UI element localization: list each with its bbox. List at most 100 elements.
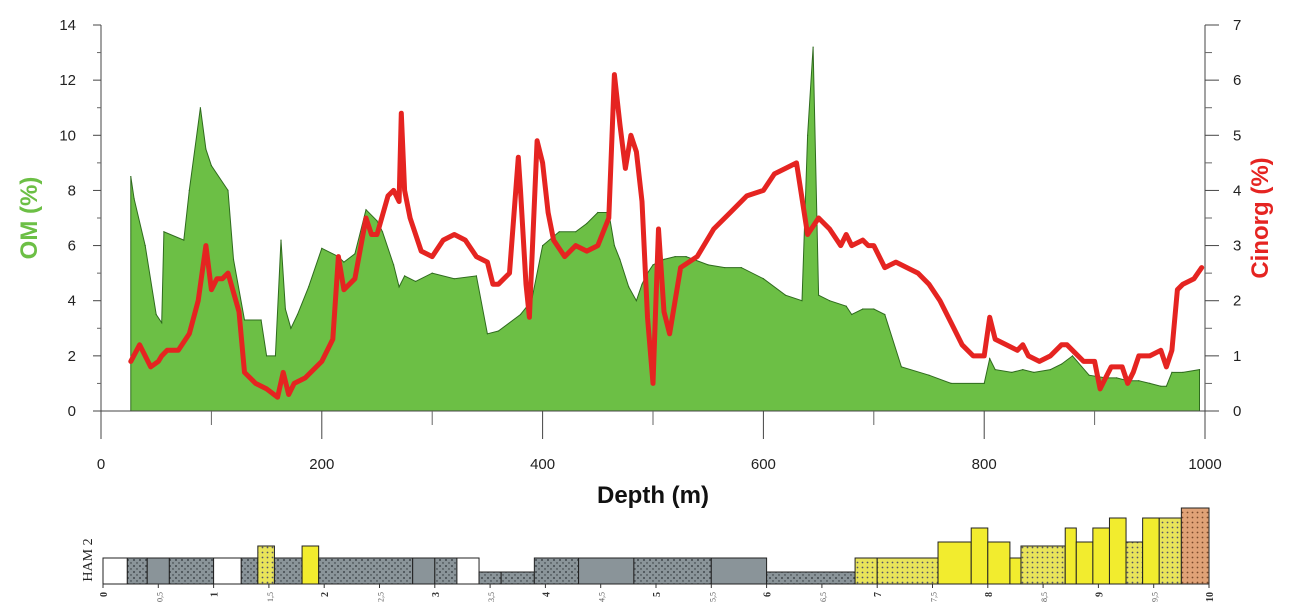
om-point: [928, 374, 930, 376]
x-tick-label: 200: [309, 456, 334, 473]
cinorg-point: [845, 233, 847, 236]
om-point: [762, 278, 765, 280]
cinorg-point: [497, 283, 499, 285]
om-point: [404, 275, 406, 277]
cinorg-point: [1182, 283, 1184, 285]
cinorg-point: [1176, 289, 1178, 291]
om-point: [260, 319, 262, 321]
cinorg-point: [895, 261, 897, 263]
cinorg-point: [227, 272, 229, 274]
om-point: [994, 369, 996, 371]
lithology-block: [1142, 517, 1160, 585]
cinorg-point: [652, 382, 654, 384]
lithology-block: [456, 557, 480, 585]
cinorg-point: [1165, 366, 1167, 368]
om-point: [130, 176, 132, 178]
left-y-tick-label: 2: [68, 348, 76, 365]
strip-tick-label: 3,5: [487, 592, 496, 602]
lithology-block: [710, 557, 768, 585]
cinorg-point: [404, 189, 406, 191]
om-point: [232, 258, 235, 260]
om-point: [1049, 369, 1051, 371]
lithology-block: [478, 571, 502, 585]
cinorg-point: [862, 239, 864, 241]
om-point: [486, 333, 488, 335]
om-point: [1171, 371, 1173, 373]
om-point: [652, 264, 654, 266]
cinorg-point: [1132, 371, 1134, 373]
cinorg-point: [243, 371, 246, 373]
om-point: [1165, 385, 1167, 387]
cinorg-point: [519, 189, 522, 191]
om-point: [475, 275, 477, 277]
om-point: [266, 355, 268, 357]
cinorg-point: [630, 134, 632, 136]
lithology-strip: HAM 2 0 0,5 1 1,5 2 2,5 3 3,5 4 4,5 5 5,5 6 6,5 7 7,5 8 8…: [81, 507, 1216, 602]
om-point: [801, 300, 803, 302]
om-point: [635, 300, 638, 302]
om-point: [381, 231, 384, 233]
cinorg-point: [492, 283, 494, 285]
cinorg-point: [867, 245, 869, 247]
cinorg-point: [818, 217, 820, 219]
cinorg-point: [795, 162, 798, 164]
cinorg-point: [1193, 278, 1195, 280]
om-point: [989, 358, 991, 360]
om-point: [812, 46, 814, 48]
cinorg-point: [1138, 355, 1140, 357]
cinorg-point: [696, 256, 698, 258]
cinorg-point: [1127, 382, 1129, 384]
cinorg-point: [376, 233, 378, 236]
strip-tick-label: 2,5: [377, 592, 386, 602]
left-y-axis-title: OM (%): [16, 177, 43, 260]
om-point: [586, 222, 588, 225]
om-point: [829, 300, 831, 302]
cinorg-point: [1116, 366, 1118, 368]
om-point: [950, 382, 952, 384]
cinorg-point: [564, 256, 566, 258]
lithology-block: [1009, 557, 1022, 585]
cinorg-point: [928, 283, 930, 285]
right-y-tick-label: 1: [1233, 348, 1241, 365]
cinorg-point: [586, 250, 588, 252]
lithology-block: [318, 557, 414, 585]
om-point: [365, 209, 367, 211]
cinorg-point: [608, 217, 610, 219]
om-point: [415, 280, 417, 282]
om-point: [308, 286, 310, 288]
cinorg-point: [613, 74, 616, 76]
cinorg-line: [128, 72, 1205, 400]
cinorg-point: [475, 256, 477, 258]
cinorg-point: [528, 316, 531, 318]
lithology-block: [633, 557, 712, 585]
cinorg-point: [221, 278, 223, 280]
cinorg-point: [409, 217, 411, 219]
lithology-block: [854, 557, 878, 585]
cinorg-point: [536, 140, 538, 142]
strip-tick-label: 8: [984, 592, 995, 597]
om-point: [619, 258, 621, 260]
strip-tick-label: 7: [873, 592, 884, 597]
cinorg-point: [166, 349, 168, 351]
lithology-block: [257, 545, 275, 585]
lithology-block: [1180, 507, 1210, 585]
left-y-tick-label: 4: [68, 293, 76, 310]
om-point: [784, 294, 787, 296]
cinorg-point: [1027, 355, 1029, 357]
om-point: [1149, 382, 1151, 384]
om-point: [707, 264, 709, 266]
om-area: [130, 47, 1200, 412]
cinorg-point: [387, 195, 389, 197]
cinorg-point: [431, 256, 433, 258]
right-y-tick-label: 7: [1233, 17, 1241, 34]
cinorg-point: [1066, 344, 1068, 346]
cinorg-point: [343, 289, 345, 291]
cinorg-point: [1099, 388, 1101, 390]
cinorg-point: [746, 195, 748, 197]
om-point: [1088, 374, 1090, 376]
right-y-tick-label: 6: [1233, 72, 1241, 89]
cinorg-point: [680, 267, 682, 269]
om-point: [354, 253, 356, 255]
lithology-block: [766, 571, 856, 585]
cinorg-point: [293, 382, 295, 384]
